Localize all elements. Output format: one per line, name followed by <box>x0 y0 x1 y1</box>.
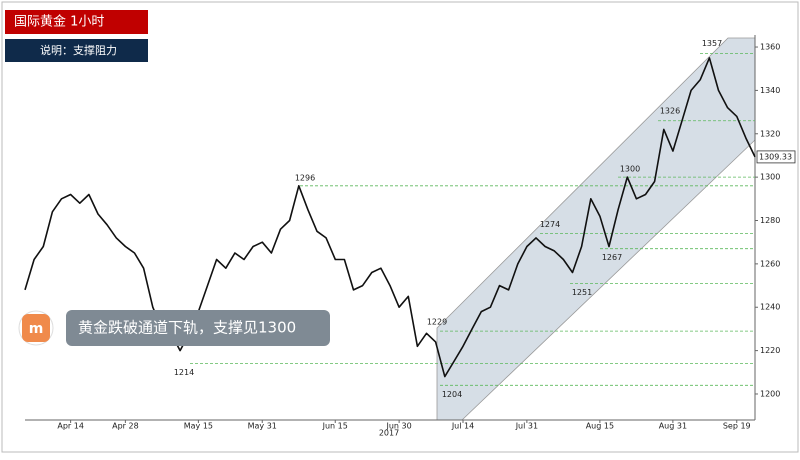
price-label: 1296 <box>295 173 315 182</box>
x-tick-label: Apr 14 <box>57 422 84 431</box>
x-tick-label: Sep 19 <box>723 422 751 431</box>
y-tick-label: 1240 <box>760 303 780 312</box>
price-label: 1267 <box>602 253 622 262</box>
x-tick-label: Apr 28 <box>112 422 139 431</box>
last-price: 1309.33 <box>759 152 792 161</box>
price-label: 1214 <box>174 368 194 377</box>
title-box <box>5 10 148 34</box>
subtitle: 说明：支撑阻力 <box>40 43 117 57</box>
last-price-box <box>756 150 796 164</box>
y-tick-label: 1320 <box>760 129 780 138</box>
x-tick-label: Jun 30 <box>386 422 412 431</box>
price-label: 1274 <box>540 220 560 229</box>
y-tick-label: 1300 <box>760 173 780 182</box>
x-tick-label: Jun 15 <box>322 422 348 431</box>
x-tick-label: Aug 15 <box>586 422 614 431</box>
x-tick-label: May 31 <box>248 422 277 431</box>
price-label: 1229 <box>427 318 447 327</box>
price-label: 1300 <box>620 165 640 174</box>
y-tick-label: 1260 <box>760 259 780 268</box>
price-label: 1326 <box>660 106 680 115</box>
x-tick-label: Jul 14 <box>451 422 474 431</box>
x-tick-label: Jul 31 <box>515 422 538 431</box>
icon-bg <box>22 314 50 342</box>
price-label: 1251 <box>572 288 592 297</box>
x-axis-year: 2017 <box>379 429 399 438</box>
y-tick-label: 1220 <box>760 346 780 355</box>
x-tick-label: May 15 <box>184 422 213 431</box>
subtitle-box <box>5 39 148 62</box>
price-label: 1204 <box>442 390 462 399</box>
y-tick-label: 1200 <box>760 389 780 398</box>
y-tick-label: 1360 <box>760 43 780 52</box>
chart-title: 国际黄金 1小时 <box>14 14 104 30</box>
icon-glyph: m <box>29 321 44 337</box>
price-label: 1357 <box>702 39 722 48</box>
x-tick-label: Aug 31 <box>659 422 687 431</box>
annotation-box <box>66 310 330 346</box>
annotation: 黄金跌破通道下轨，支撑见1300 <box>78 319 296 337</box>
y-tick-label: 1340 <box>760 86 780 95</box>
price-line <box>24 57 756 378</box>
y-tick-label: 1280 <box>760 216 780 225</box>
